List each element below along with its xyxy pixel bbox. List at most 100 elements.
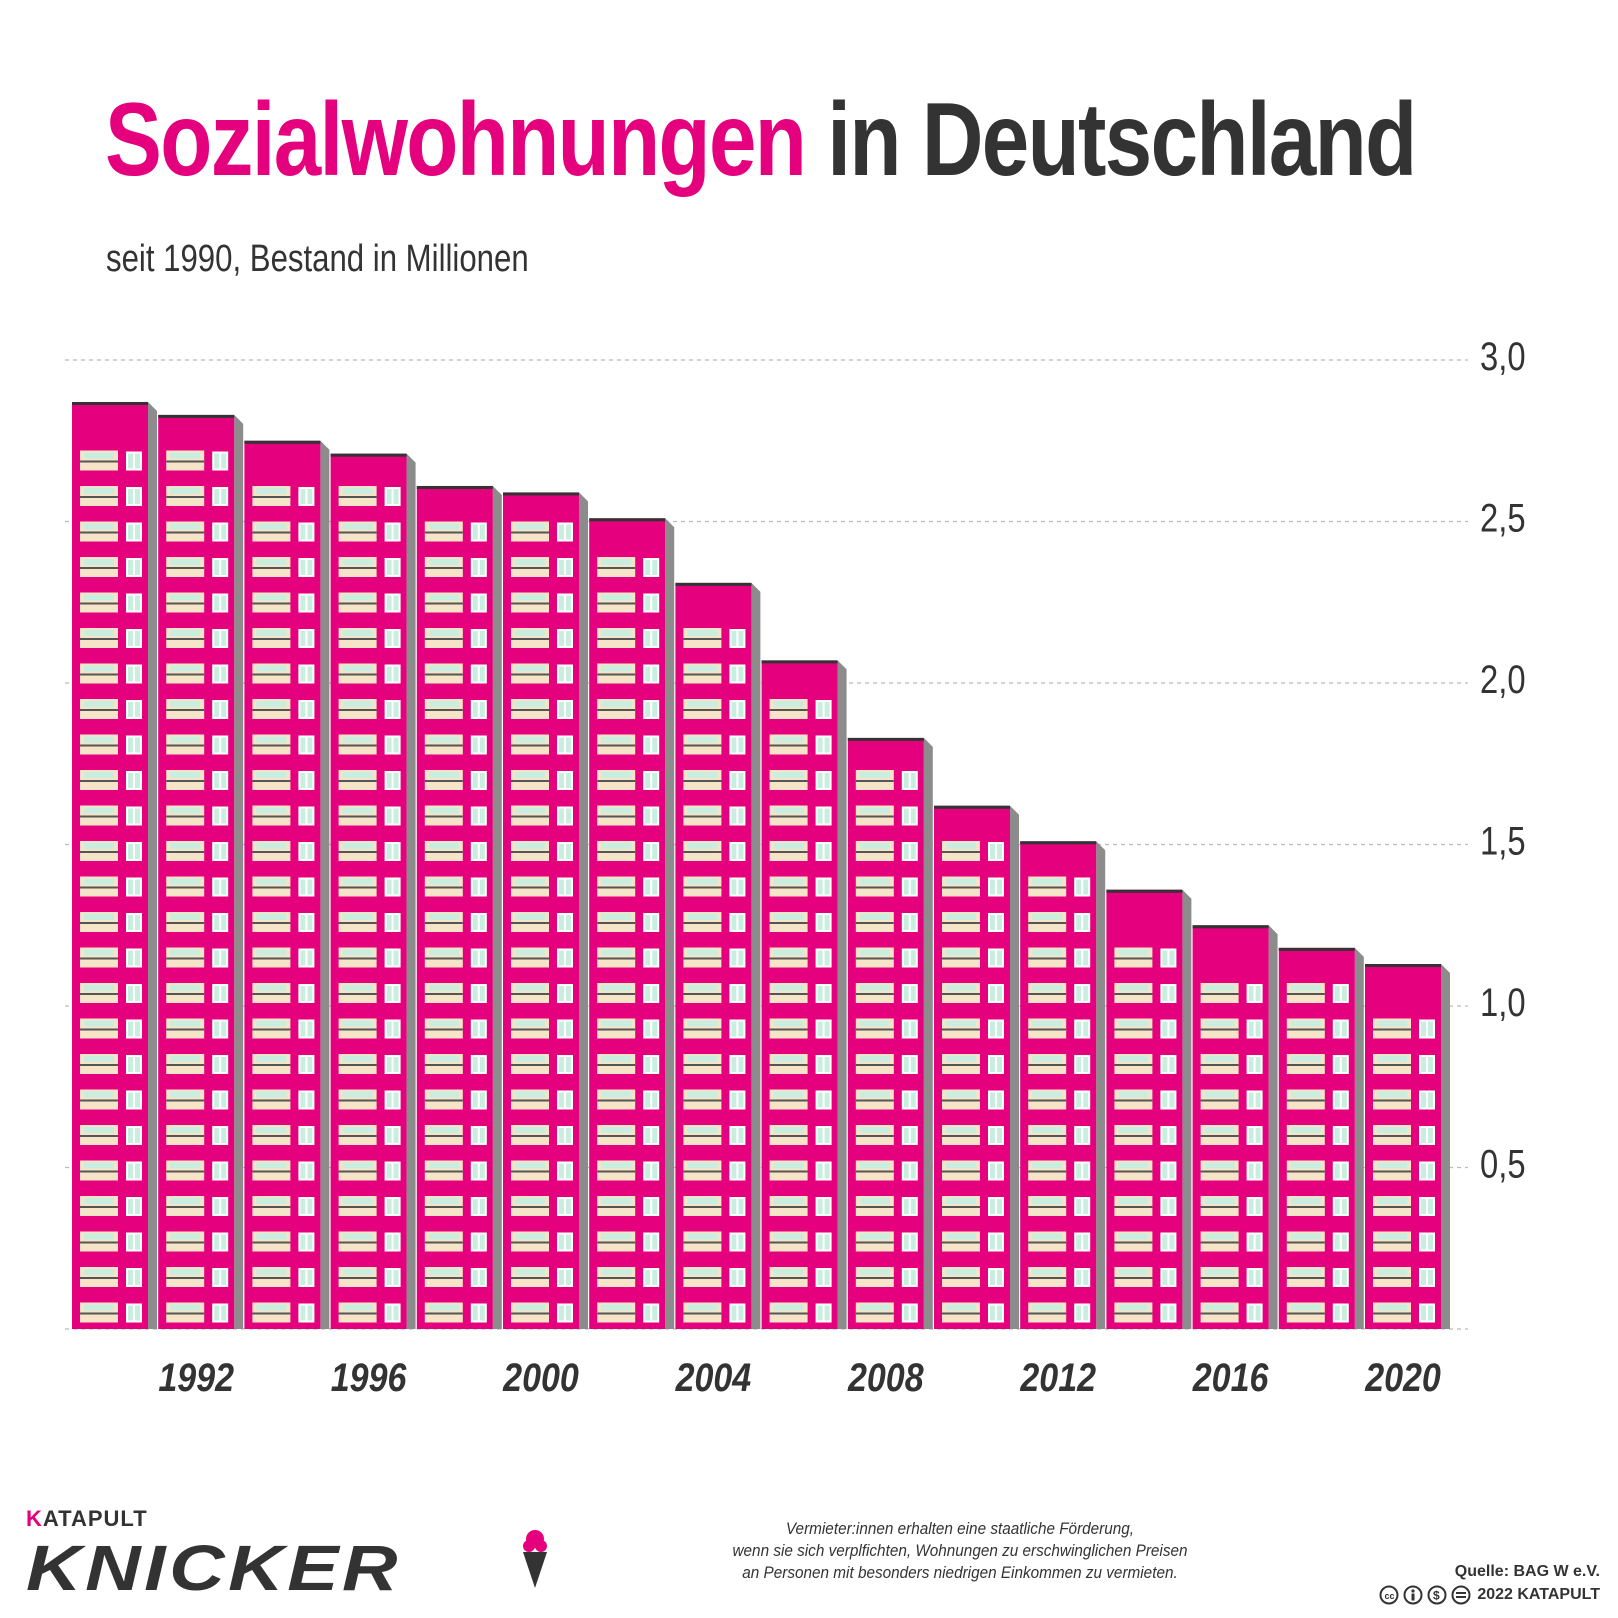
window-pane — [824, 1305, 830, 1321]
window-pane — [1341, 1163, 1347, 1179]
window-pane — [559, 631, 564, 646]
balcony-window — [601, 807, 632, 814]
window-pane — [472, 1092, 478, 1108]
window-pane — [128, 1021, 133, 1037]
balcony-window — [84, 665, 114, 672]
window-pane — [652, 986, 658, 1001]
window-pane — [731, 1199, 737, 1214]
window-pane — [824, 1270, 830, 1285]
balcony-window — [773, 1127, 804, 1133]
window-pane — [393, 808, 399, 824]
footnote: Vermieter:innen erhalten eine staatliche… — [726, 1518, 1194, 1584]
window-pane — [817, 915, 823, 930]
window-pane — [221, 879, 227, 895]
balcony-window — [946, 1020, 976, 1027]
window-pane — [1428, 1128, 1433, 1143]
window-pane — [386, 808, 392, 824]
window-pane — [652, 666, 658, 682]
window-pane — [128, 950, 133, 966]
window-pane — [128, 560, 133, 575]
x-tick-label: 2020 — [1364, 1354, 1441, 1399]
window-pane — [566, 1199, 571, 1214]
window-pane — [903, 773, 909, 788]
window-pane — [128, 1199, 133, 1214]
window-pane — [386, 773, 392, 788]
balcony-window — [342, 949, 373, 956]
balcony-window — [428, 1056, 459, 1062]
window-pane — [128, 879, 133, 895]
window-pane — [221, 1057, 227, 1072]
window-pane — [652, 915, 658, 930]
window-pane — [214, 1057, 220, 1072]
balcony-window — [773, 1056, 804, 1062]
window-pane — [1255, 1021, 1261, 1037]
balcony-window — [1118, 1162, 1149, 1169]
balcony-window — [84, 985, 114, 991]
balcony-window — [773, 1269, 804, 1275]
window-pane — [559, 986, 564, 1001]
balcony-window — [773, 1304, 804, 1311]
window-pane — [645, 1021, 651, 1037]
window-pane — [1255, 1270, 1261, 1285]
window-pane — [1248, 1092, 1254, 1108]
bar-shadow — [1354, 947, 1364, 1329]
bar-roof — [847, 737, 924, 741]
window-pane — [566, 1128, 571, 1143]
window-pane — [1083, 1163, 1089, 1179]
bar-shadow — [234, 414, 244, 1329]
logo-atapult: ATAPULT — [42, 1506, 148, 1531]
window-pane — [214, 560, 220, 575]
window-pane — [1076, 1199, 1082, 1214]
window-pane — [1428, 1234, 1433, 1250]
window-pane — [559, 1163, 564, 1179]
y-tick-label: 0,5 — [1480, 1141, 1526, 1186]
balcony-window — [84, 1304, 114, 1311]
window-pane — [1248, 1057, 1254, 1072]
window-pane — [652, 879, 658, 895]
window-pane — [731, 1163, 737, 1179]
balcony-window — [256, 1233, 287, 1240]
balcony-window — [515, 1020, 545, 1027]
balcony-window — [859, 843, 890, 849]
window-pane — [738, 1163, 744, 1179]
balcony-window — [84, 843, 114, 849]
window-pane — [645, 631, 651, 646]
window-pane — [817, 950, 823, 966]
balcony-window — [170, 736, 201, 743]
window-pane — [990, 1128, 995, 1143]
bar-roof — [416, 485, 493, 489]
window-pane — [393, 1305, 399, 1321]
balcony-window — [946, 1127, 976, 1133]
window-pane — [997, 1021, 1002, 1037]
balcony-window — [1118, 1127, 1149, 1133]
window-pane — [300, 1199, 306, 1214]
bar-shadow — [1096, 841, 1106, 1329]
window-pane — [128, 986, 133, 1001]
window-pane — [645, 1057, 651, 1072]
source-block: Quelle: BAG W e.V. $ cc 2022 KATAPULT — [1379, 1560, 1600, 1606]
balcony-window — [1290, 1304, 1321, 1311]
window-pane — [1169, 1199, 1175, 1214]
x-tick-label: 2004 — [675, 1354, 752, 1399]
balcony-window — [342, 488, 373, 494]
window-pane — [645, 1092, 651, 1108]
balcony-window — [859, 1020, 890, 1027]
balcony-window — [1118, 1198, 1149, 1204]
window-pane — [1255, 1199, 1261, 1214]
bar-2020 — [1365, 964, 1450, 1329]
window-pane — [1341, 1305, 1347, 1321]
balcony-window — [1032, 1091, 1063, 1098]
balcony-window — [1290, 1198, 1321, 1204]
window-pane — [645, 950, 651, 966]
window-pane — [652, 1021, 658, 1037]
bar-2000 — [503, 492, 588, 1329]
window-pane — [731, 808, 737, 824]
window-pane — [990, 1057, 995, 1072]
window-pane — [472, 1199, 478, 1214]
copyright-text: 2022 KATAPULT — [1477, 1586, 1600, 1604]
bar-roof — [1192, 925, 1269, 929]
bar-shadow — [837, 660, 847, 1329]
balcony-window — [170, 630, 201, 636]
window-pane — [817, 844, 823, 859]
window-pane — [393, 950, 399, 966]
